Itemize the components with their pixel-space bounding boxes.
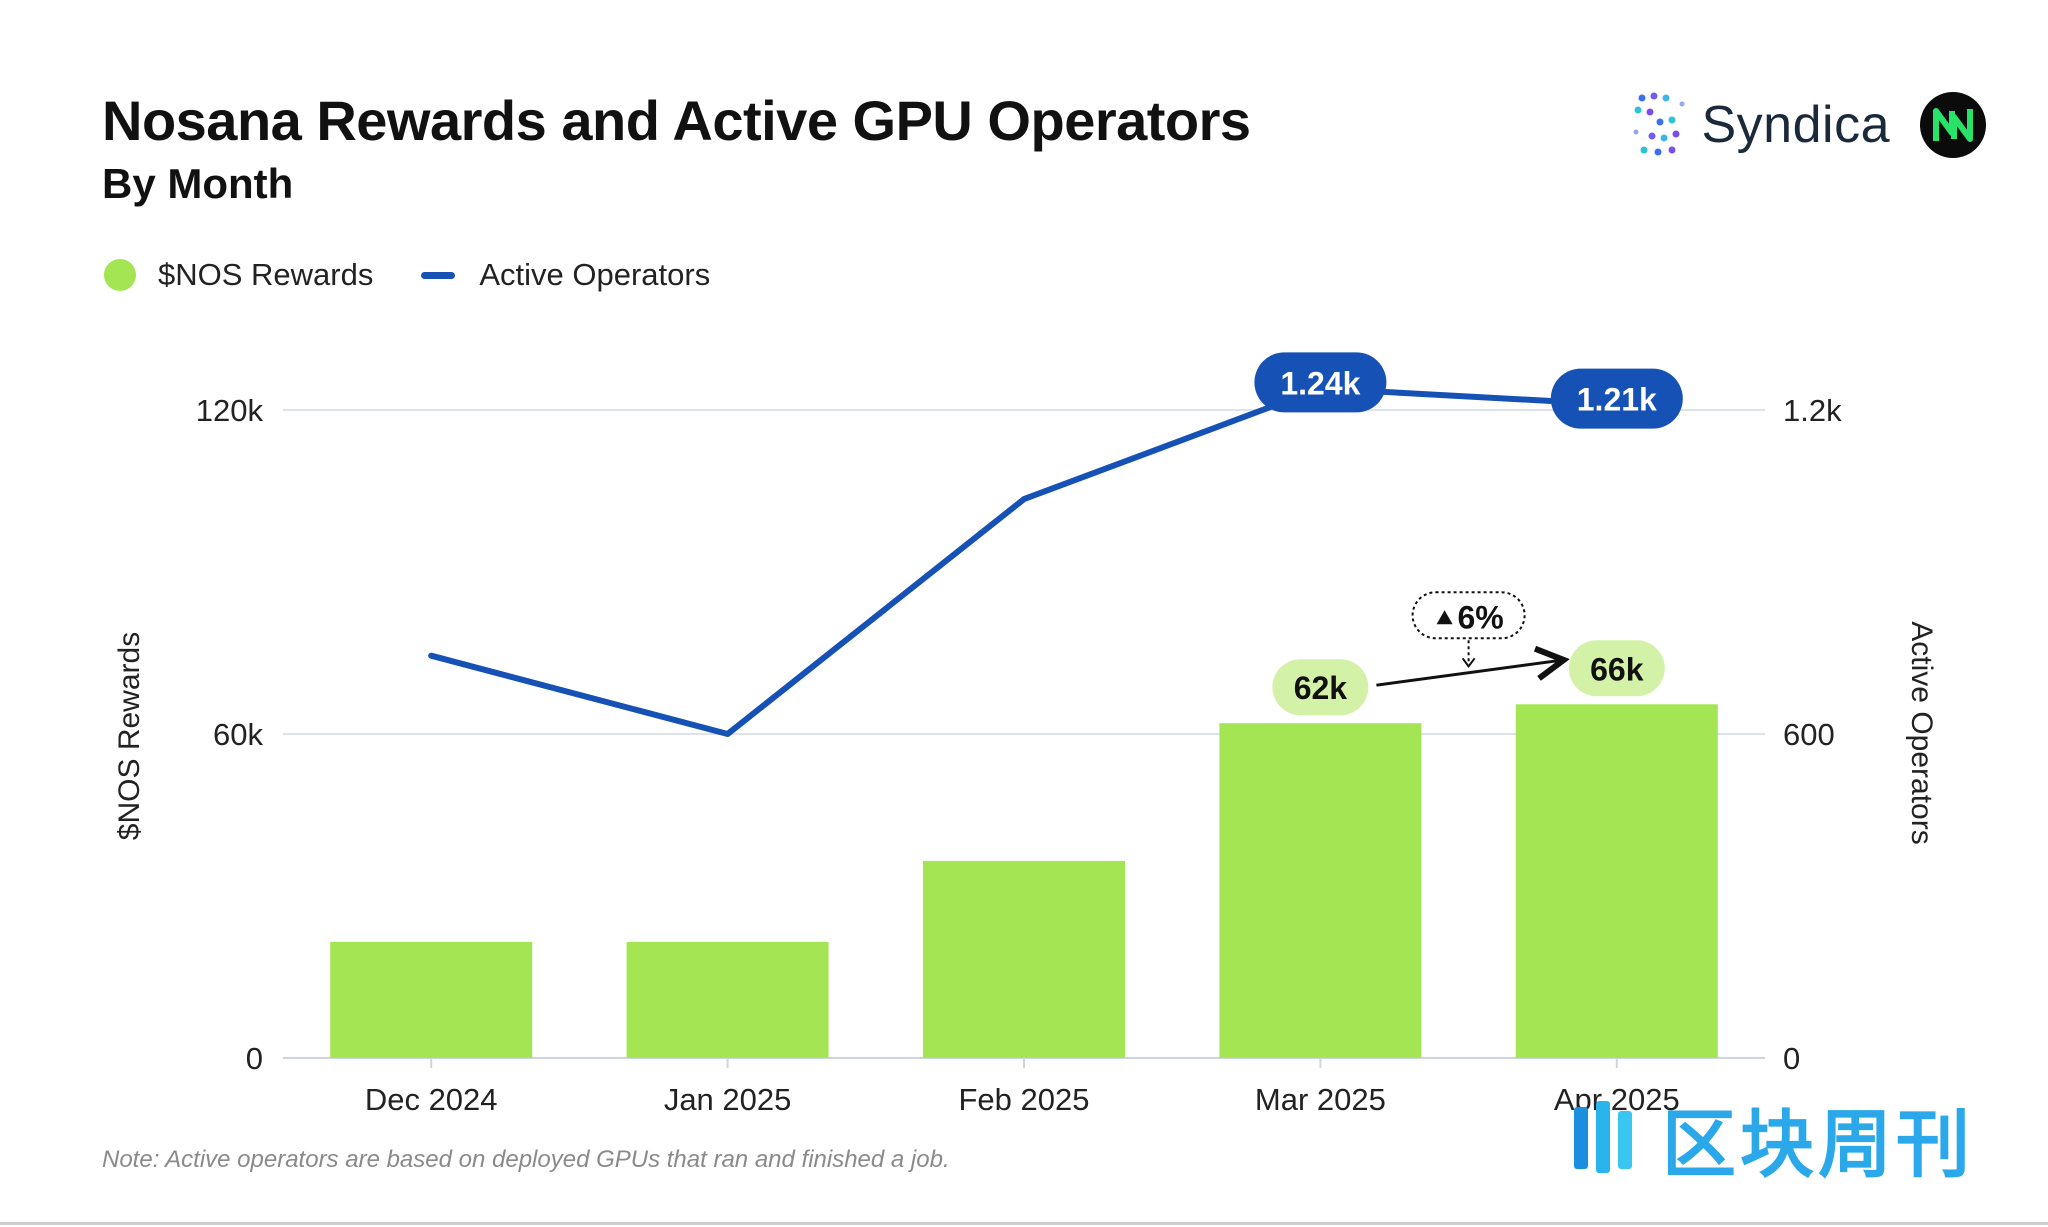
bar	[626, 941, 829, 1058]
line-data-label: 1.21k	[1577, 382, 1657, 418]
change-arrow	[1376, 660, 1560, 687]
change-badge	[1411, 591, 1526, 640]
legend-rewards-label: $NOS Rewards	[158, 257, 374, 292]
bar-data-label: 62k	[1294, 670, 1348, 706]
watermark-logo-icon	[1574, 1101, 1632, 1173]
bar-label-pill	[1272, 659, 1369, 716]
x-tick-label: Dec 2024	[365, 1082, 498, 1117]
y-axis-title: $NOS Rewards	[113, 632, 146, 840]
y-tick-label: 120k	[196, 393, 264, 428]
bar	[923, 860, 1125, 1058]
y-tick-label: 0	[246, 1041, 263, 1076]
y-right-tick-label: 1.2k	[1783, 393, 1842, 428]
x-tick-label: Feb 2025	[959, 1082, 1090, 1117]
up-triangle-icon	[1436, 610, 1453, 625]
chart-title: Nosana Rewards and Active GPU Operators	[102, 89, 1251, 152]
bottom-divider	[0, 1222, 2048, 1225]
brand-name: Syndica	[1701, 96, 1890, 154]
brand: Syndica	[1632, 92, 1986, 158]
legend-operators-label: Active Operators	[479, 257, 711, 292]
legend-operators-swatch	[421, 271, 456, 279]
y-tick-label: 60k	[213, 717, 263, 752]
syndica-logo-icon	[1633, 92, 1684, 156]
bar-label-pill	[1568, 640, 1665, 697]
legend: $NOS Rewards Active Operators	[104, 255, 710, 295]
line-label-pill	[1254, 352, 1387, 413]
watermark: 区块周刊	[1568, 1088, 1974, 1188]
change-label: 6%	[1457, 599, 1503, 635]
legend-rewards-swatch	[104, 259, 136, 291]
bar	[330, 941, 533, 1058]
y-right-axis-title: Active Operators	[1905, 621, 1938, 844]
bar	[1515, 704, 1718, 1058]
bar-data-label: 66k	[1590, 651, 1644, 687]
watermark-text: 区块周刊	[1662, 1102, 1974, 1186]
x-tick-label: Mar 2025	[1255, 1082, 1386, 1117]
chart-note: Note: Active operators are based on depl…	[102, 1146, 950, 1173]
line-label-pill	[1550, 368, 1683, 429]
y-right-tick-label: 600	[1783, 717, 1835, 752]
change-connector-arrow	[1461, 657, 1476, 668]
bar	[1219, 723, 1422, 1058]
chart-subtitle: By Month	[102, 160, 294, 207]
line-data-label: 1.24k	[1280, 365, 1360, 401]
x-tick-label: Jan 2025	[664, 1082, 792, 1117]
operators-line	[428, 385, 1620, 737]
nosana-logo-icon	[1920, 92, 1986, 158]
y-right-tick-label: 0	[1783, 1041, 1800, 1076]
